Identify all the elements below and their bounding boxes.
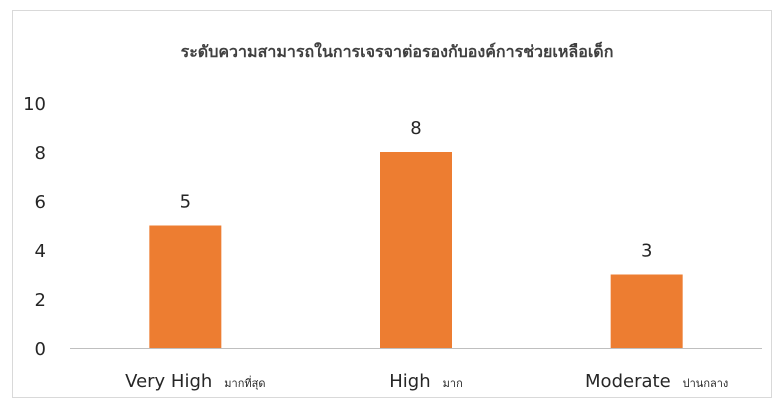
bar (610, 274, 683, 348)
x-tick-label: Very High มากที่สุด (125, 371, 265, 392)
x-tick-label-sub: มาก (443, 377, 463, 390)
y-tick-label: 6 (35, 192, 46, 213)
x-tick-label: High มาก (389, 371, 462, 392)
y-tick-label: 10 (23, 94, 46, 115)
bar (380, 152, 452, 348)
x-axis-labels: Very High มากที่สุด High มาก Moderate ปานกลาง (125, 371, 728, 392)
x-tick-label-main: High (389, 371, 430, 392)
data-labels: 5 8 3 (180, 118, 653, 262)
x-tick-label-sub: ปานกลาง (683, 377, 729, 390)
y-tick-label: 4 (35, 241, 46, 262)
chart-frame (12, 10, 772, 398)
chart-title: ระดับความสามารถในการเจรจาต่อรองกับองค์กา… (181, 40, 614, 61)
y-axis-ticks: 0 2 4 6 8 10 (23, 94, 46, 360)
y-tick-label: 8 (35, 143, 46, 164)
x-tick-label-main: Very High (125, 371, 212, 392)
bars (149, 152, 683, 348)
data-label: 5 (180, 192, 191, 213)
y-tick-label: 0 (35, 339, 46, 360)
bar (149, 225, 222, 348)
y-tick-label: 2 (35, 290, 46, 311)
x-tick-label-main: Moderate (585, 371, 671, 392)
data-label: 8 (410, 118, 421, 139)
data-label: 3 (641, 241, 652, 262)
x-tick-label-sub: มากที่สุด (224, 375, 265, 390)
x-tick-label: Moderate ปานกลาง (585, 371, 728, 392)
